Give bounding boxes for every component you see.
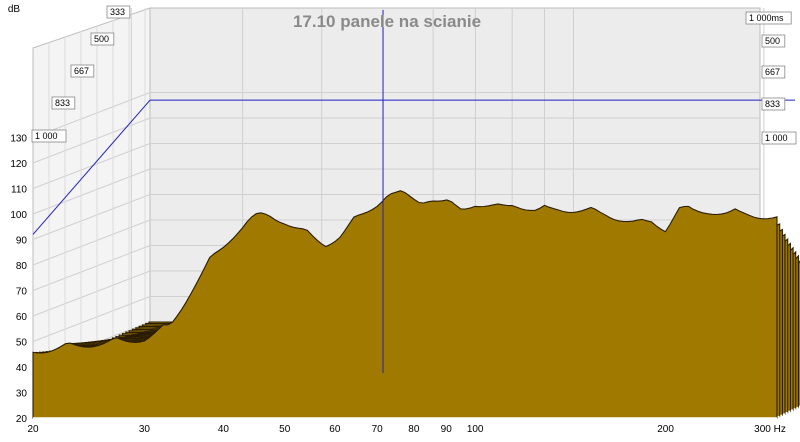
- x-tick-label: 90: [441, 424, 453, 435]
- time-label-back: 667: [765, 67, 780, 77]
- y-tick-label: 50: [16, 338, 28, 349]
- y-tick-label: 20: [16, 414, 28, 425]
- x-tick-label: 20: [27, 424, 39, 435]
- y-tick-label: 60: [16, 312, 28, 323]
- y-tick-label: 70: [16, 287, 28, 298]
- y-tick-label: 40: [16, 363, 28, 374]
- time-label-back: 500: [765, 36, 780, 46]
- x-tick-label: 80: [408, 424, 420, 435]
- y-tick-label: 30: [16, 389, 28, 400]
- chart-title: 17.10 panele na scianie: [293, 12, 481, 31]
- y-tick-label: 90: [16, 236, 28, 247]
- time-label-side: 667: [74, 66, 89, 76]
- x-tick-label: 70: [372, 424, 384, 435]
- y-unit-label: dB: [8, 4, 21, 15]
- y-tick-label: 110: [11, 185, 27, 196]
- y-tick-label: 100: [10, 210, 27, 221]
- x-unit-label: 300 Hz: [754, 424, 786, 435]
- x-tick-label: 50: [279, 424, 291, 435]
- x-tick-label: 200: [657, 424, 674, 435]
- time-label-back: 833: [765, 99, 780, 109]
- time-label-back: 1 000ms: [749, 13, 784, 23]
- time-label-side: 333: [110, 7, 125, 17]
- time-label-back: 1 000: [765, 133, 788, 143]
- y-tick-label: 130: [10, 134, 27, 145]
- x-tick-label: 60: [329, 424, 341, 435]
- time-label-side: 500: [94, 34, 109, 44]
- y-tick-label: 120: [10, 159, 27, 170]
- time-label-side: 1 000: [35, 131, 58, 141]
- time-label-side: 833: [55, 98, 70, 108]
- y-tick-label: 80: [16, 261, 28, 272]
- x-tick-label: 100: [467, 424, 484, 435]
- x-tick-label: 40: [218, 424, 230, 435]
- x-tick-label: 30: [139, 424, 151, 435]
